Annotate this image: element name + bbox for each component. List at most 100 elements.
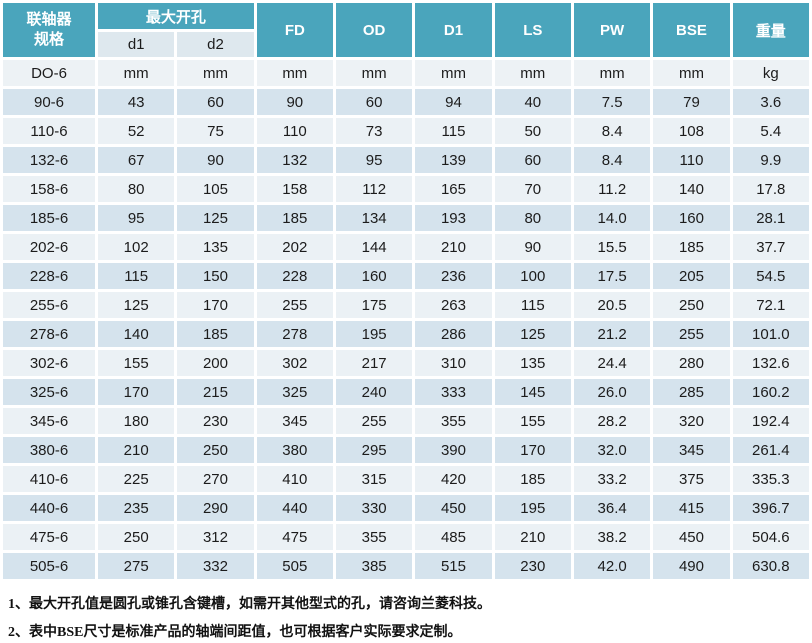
cell: 270 — [177, 466, 254, 492]
cell: 112 — [335, 176, 413, 202]
cell: 50 — [494, 118, 571, 144]
cell: 255 — [335, 408, 413, 434]
cell: 330 — [335, 495, 413, 521]
cell: 490 — [653, 553, 730, 579]
cell: 195 — [494, 495, 571, 521]
table-row: 505-6 275 332 505 385 515 230 42.0 490 630.8 — [3, 553, 809, 579]
cell: 100 — [494, 263, 571, 289]
cell: 236 — [415, 263, 492, 289]
cell: 278 — [256, 321, 333, 347]
cell: 52 — [98, 118, 175, 144]
cell: 380 — [256, 437, 333, 463]
cell: 325-6 — [3, 379, 95, 405]
cell: 14.0 — [573, 205, 651, 231]
cell: 332 — [177, 553, 254, 579]
cell: 90 — [256, 89, 333, 115]
cell: 175 — [335, 292, 413, 318]
units-cell: mm — [573, 60, 651, 86]
cell: 5.4 — [732, 118, 809, 144]
cell: 410 — [256, 466, 333, 492]
cell: 115 — [415, 118, 492, 144]
cell: 485 — [415, 524, 492, 550]
cell: 355 — [335, 524, 413, 550]
cell: 140 — [98, 321, 175, 347]
cell: 185 — [494, 466, 571, 492]
units-cell: mm — [177, 60, 254, 86]
cell: 134 — [335, 205, 413, 231]
header-d1-dim: D1 — [415, 3, 492, 57]
cell: 54.5 — [732, 263, 809, 289]
cell: 95 — [335, 147, 413, 173]
table-row: 228-6 115 150 228 160 236 100 17.5 205 54.5 — [3, 263, 809, 289]
cell: 440-6 — [3, 495, 95, 521]
cell: 42.0 — [573, 553, 651, 579]
cell: 110 — [256, 118, 333, 144]
cell: 140 — [653, 176, 730, 202]
table-row: 158-6 80 105 158 112 165 70 11.2 140 17.8 — [3, 176, 809, 202]
table-row: 440-6 235 290 440 330 450 195 36.4 415 396.7 — [3, 495, 809, 521]
cell: 193 — [415, 205, 492, 231]
cell: 505 — [256, 553, 333, 579]
subheader-d2: d2 — [177, 32, 254, 57]
cell: 79 — [653, 89, 730, 115]
table-row: 90-6 43 60 90 60 94 40 7.5 79 3.6 — [3, 89, 809, 115]
cell: 80 — [494, 205, 571, 231]
header-fd: FD — [256, 3, 333, 57]
cell: 60 — [494, 147, 571, 173]
cell: 125 — [494, 321, 571, 347]
units-cell: mm — [256, 60, 333, 86]
cell: 235 — [98, 495, 175, 521]
cell: 195 — [335, 321, 413, 347]
table-row: 185-6 95 125 185 134 193 80 14.0 160 28.1 — [3, 205, 809, 231]
cell: 110-6 — [3, 118, 95, 144]
cell: 380-6 — [3, 437, 95, 463]
header-coupling-spec: 联轴器 规格 — [3, 3, 95, 57]
cell: 67 — [98, 147, 175, 173]
cell: 20.5 — [573, 292, 651, 318]
cell: 240 — [335, 379, 413, 405]
cell: 60 — [177, 89, 254, 115]
table-row: 110-6 52 75 110 73 115 50 8.4 108 5.4 — [3, 118, 809, 144]
table-row: 475-6 250 312 475 355 485 210 38.2 450 504.6 — [3, 524, 809, 550]
cell: 255 — [256, 292, 333, 318]
cell: 202 — [256, 234, 333, 260]
table-row: 255-6 125 170 255 175 263 115 20.5 250 72.1 — [3, 292, 809, 318]
cell: 410-6 — [3, 466, 95, 492]
cell: 125 — [98, 292, 175, 318]
header-weight: 重量 — [732, 3, 809, 57]
units-cell: kg — [732, 60, 809, 86]
cell: 28.2 — [573, 408, 651, 434]
cell: 135 — [494, 350, 571, 376]
cell: 263 — [415, 292, 492, 318]
cell: 230 — [494, 553, 571, 579]
cell: 72.1 — [732, 292, 809, 318]
cell: 250 — [653, 292, 730, 318]
cell: 185 — [653, 234, 730, 260]
units-cell: mm — [494, 60, 571, 86]
cell: 36.4 — [573, 495, 651, 521]
cell: 158 — [256, 176, 333, 202]
cell: 101.0 — [732, 321, 809, 347]
cell: 135 — [177, 234, 254, 260]
cell: 228-6 — [3, 263, 95, 289]
cell: 302 — [256, 350, 333, 376]
units-cell: mm — [335, 60, 413, 86]
cell: 38.2 — [573, 524, 651, 550]
table-row: 278-6 140 185 278 195 286 125 21.2 255 101.0 — [3, 321, 809, 347]
table-body: 90-6 43 60 90 60 94 40 7.5 79 3.6 110-6 52 75 110 73 11… — [3, 89, 809, 579]
cell: 420 — [415, 466, 492, 492]
cell: 515 — [415, 553, 492, 579]
cell: 160.2 — [732, 379, 809, 405]
table-row: 410-6 225 270 410 315 420 185 33.2 375 335.3 — [3, 466, 809, 492]
cell: 475 — [256, 524, 333, 550]
cell: 110 — [653, 147, 730, 173]
cell: 325 — [256, 379, 333, 405]
cell: 155 — [98, 350, 175, 376]
cell: 28.1 — [732, 205, 809, 231]
cell: 185 — [177, 321, 254, 347]
cell: 450 — [415, 495, 492, 521]
cell: 115 — [98, 263, 175, 289]
cell: 210 — [494, 524, 571, 550]
cell: 165 — [415, 176, 492, 202]
cell: 15.5 — [573, 234, 651, 260]
